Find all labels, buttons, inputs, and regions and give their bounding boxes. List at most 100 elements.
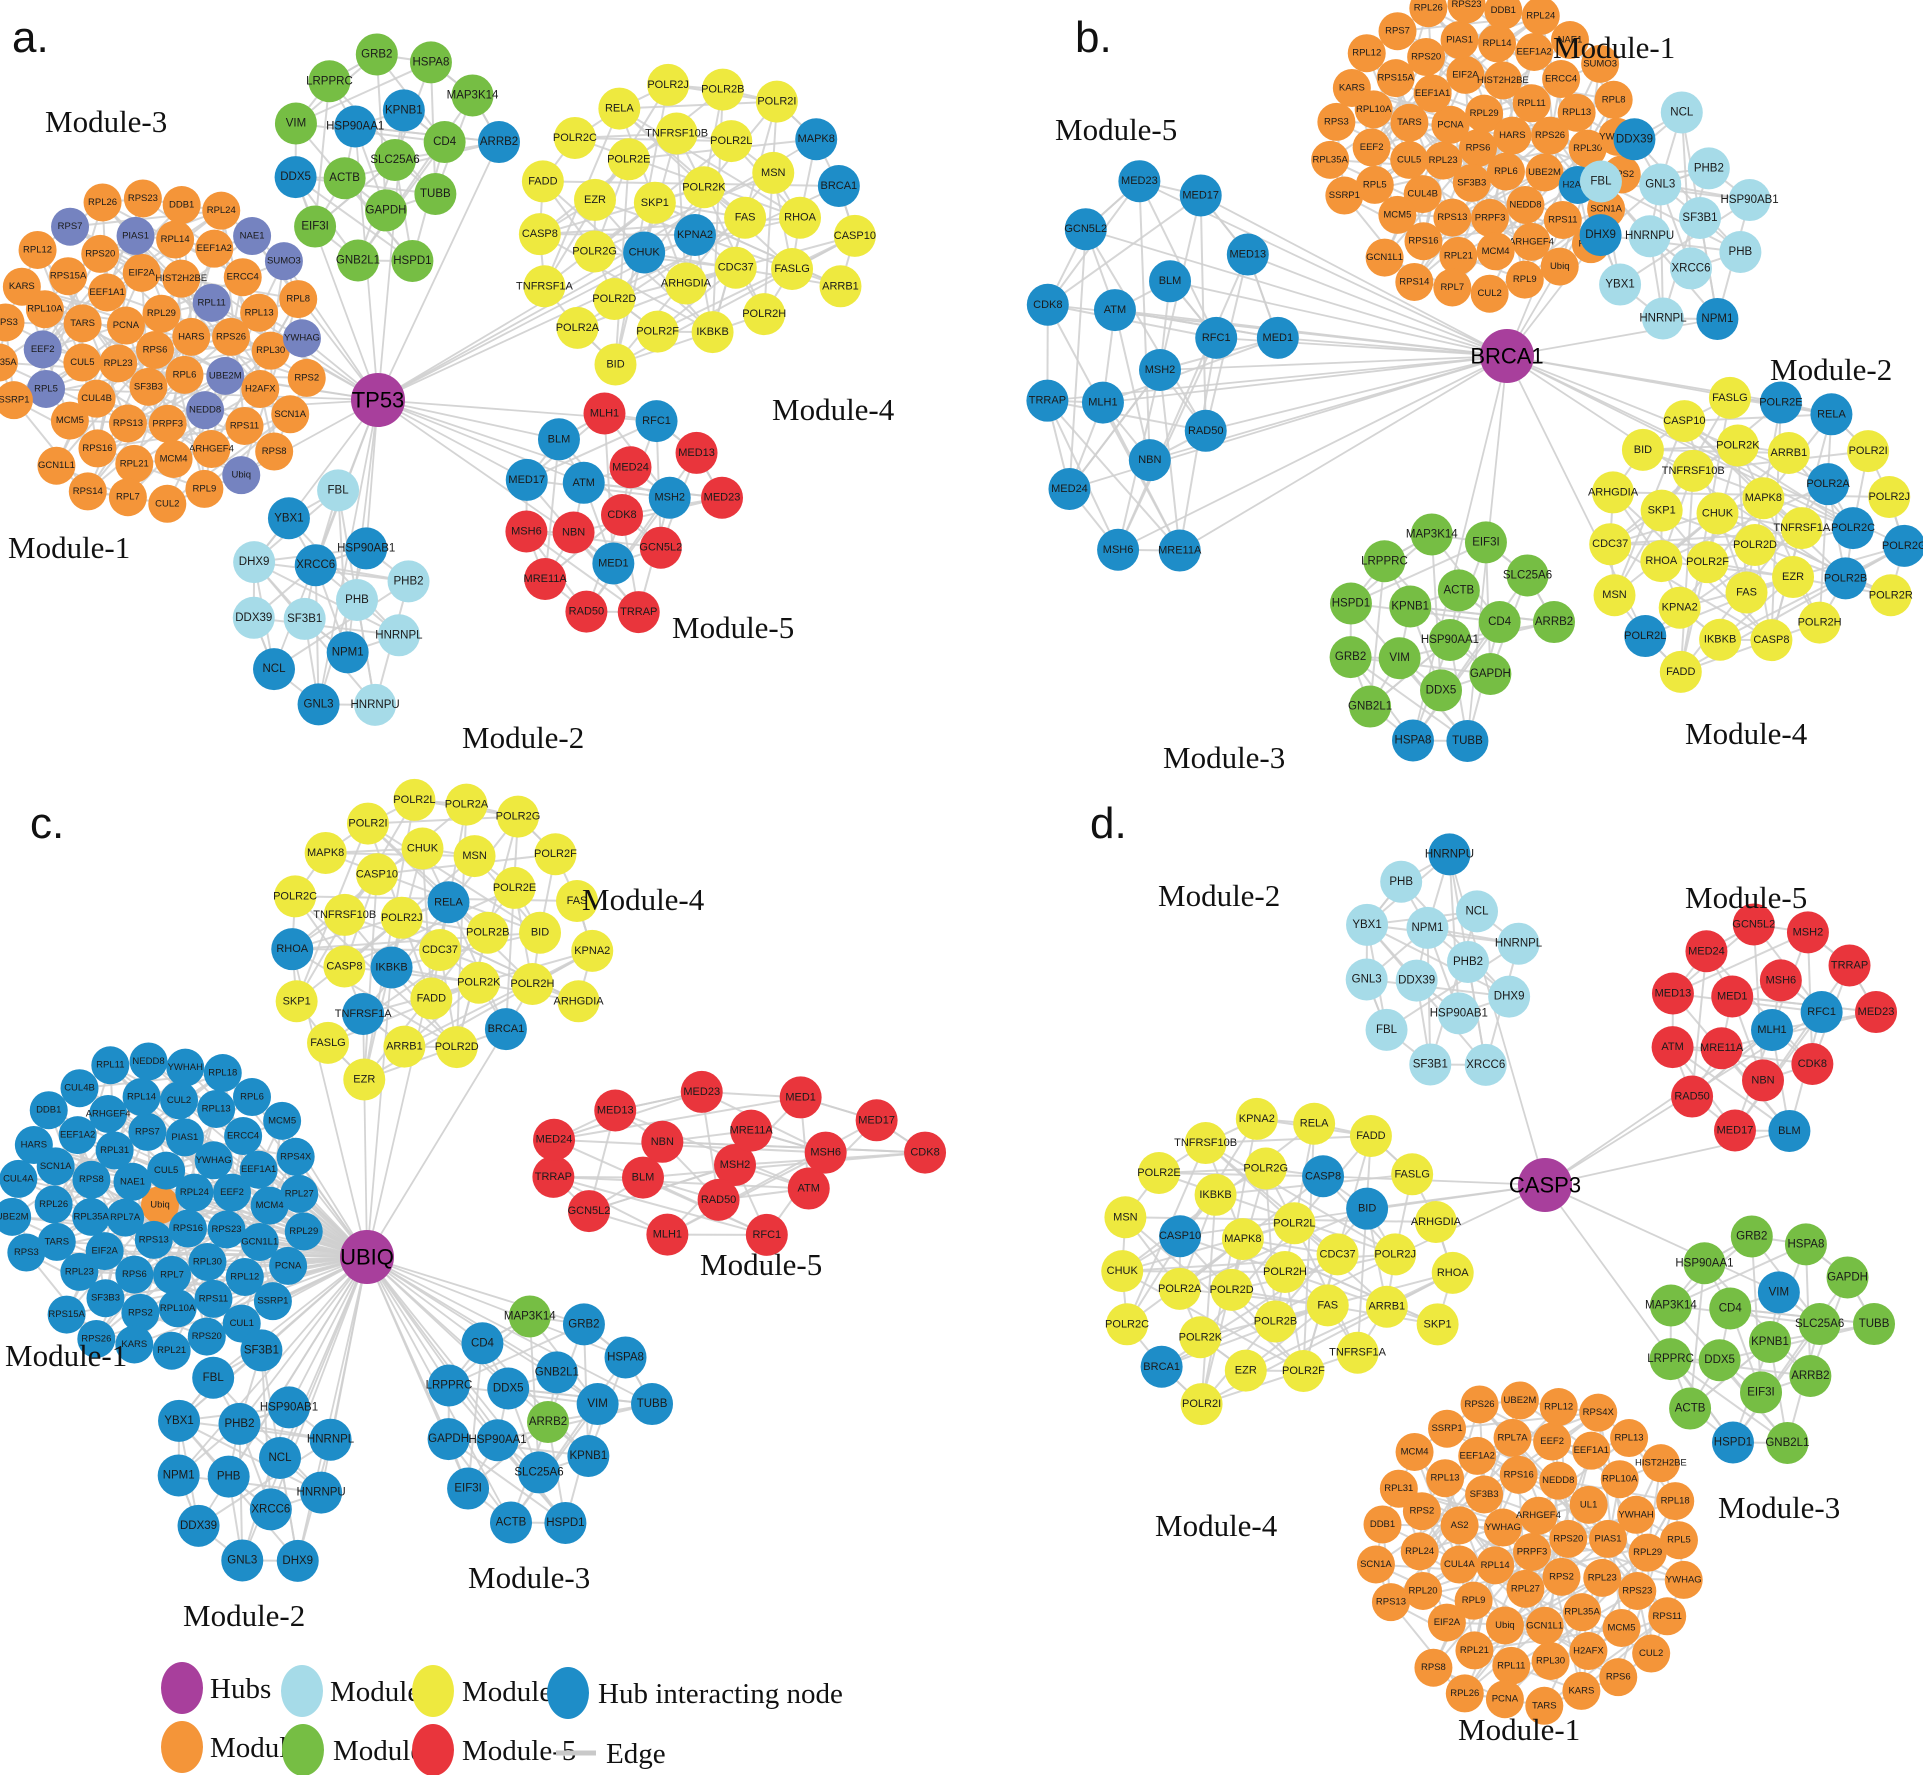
gene-node-label: KPNA2 [677, 229, 713, 241]
gene-node-label: CASP8 [1753, 634, 1789, 646]
edge [1642, 448, 1789, 455]
gene-node-label: MSH6 [511, 525, 542, 537]
gene-node-label: RAD50 [569, 606, 604, 618]
gene-node-label: KPNA2 [1239, 1113, 1275, 1125]
gene-node-label: SCN1A [1360, 1559, 1392, 1570]
gene-node-label: RPS11 [199, 1293, 228, 1304]
gene-node-label: CD4 [471, 1337, 495, 1349]
legend-swatch-module2 [281, 1665, 323, 1717]
gene-node-label: POLR2D [1733, 539, 1777, 551]
gene-node-label: GNL3 [1352, 973, 1382, 985]
gene-node-label: CUL5 [70, 357, 94, 368]
gene-node-label: Ubiq [1550, 261, 1570, 272]
gene-node-label: HNRNPL [375, 629, 423, 641]
gene-node-label: RPL14 [1483, 38, 1512, 49]
edge [642, 1151, 926, 1179]
gene-node-label: PHB [1389, 876, 1413, 888]
gene-node-label: XRCC6 [1466, 1059, 1505, 1071]
gene-node-label: GNB2L1 [1348, 701, 1392, 713]
gene-node-label: NCL [1466, 905, 1490, 917]
gene-node-label: ARHGDIA [661, 277, 712, 289]
edge [553, 1096, 801, 1141]
edge [1672, 931, 1809, 995]
gene-node-label: CD4 [1488, 616, 1512, 628]
gene-node-label: DDB1 [36, 1105, 61, 1116]
gene-node-label: MLH1 [590, 407, 619, 419]
gene-node-label: EIF2A [1434, 1617, 1461, 1628]
edge [314, 81, 331, 227]
gene-node-label: RPL20 [1409, 1585, 1438, 1596]
edge [439, 949, 579, 1003]
gene-node-label: CUL4A [1444, 1559, 1475, 1570]
gene-node-label: NPM1 [1701, 313, 1733, 325]
gene-node-label: FADD [528, 175, 557, 187]
gene-node-label: HSPA8 [413, 56, 450, 68]
edge [1719, 544, 1905, 641]
gene-node-label: DDX5 [493, 1383, 524, 1395]
gene-node-label: POLR2B [701, 84, 744, 96]
gene-node-label: SF3B1 [244, 1344, 279, 1356]
gene-node-label: YWHAH [1618, 1509, 1654, 1520]
edge [1679, 513, 1719, 673]
gene-node-label: GNL3 [227, 1554, 257, 1566]
edge [325, 851, 475, 858]
gene-node-label: RPL14 [127, 1091, 156, 1102]
gene-node-label: POLR2K [1716, 440, 1760, 452]
gene-node-label: POLR2D [1210, 1284, 1254, 1296]
gene-node-label: RPL8 [286, 294, 310, 305]
gene-node-label: POLR2I [1182, 1398, 1221, 1410]
gene-node-label: CHUK [629, 247, 661, 259]
gene-node-label: AS2 [1451, 1520, 1469, 1531]
edge [344, 141, 500, 180]
gene-node-label: HSPD1 [1332, 598, 1370, 610]
gene-node-label: RHOA [1645, 555, 1677, 567]
gene-node-label: BLM [1159, 275, 1182, 287]
gene-node-label: ARRB2 [480, 136, 518, 148]
gene-node-label: GCN5L2 [1732, 918, 1775, 930]
edge [1504, 1551, 1649, 1627]
edge [553, 1138, 826, 1154]
gene-node-label: FASLG [1394, 1168, 1429, 1180]
edge [526, 420, 657, 481]
gene-node-label: ACTB [496, 1517, 527, 1529]
gene-node-label: CUL4A [3, 1173, 34, 1184]
gene-node-label: BID [531, 927, 549, 939]
gene-node-label: RPS7 [1385, 26, 1410, 37]
gene-node-label: CDC37 [718, 262, 754, 274]
edge [1400, 881, 1510, 998]
edge [1369, 561, 1386, 707]
gene-node-label: RPL5 [1363, 179, 1387, 190]
module-label: Module-3 [1718, 1490, 1840, 1525]
gene-node-label: TNFRSF10B [645, 127, 708, 139]
gene-node-label: MSH6 [810, 1147, 841, 1159]
gene-node-label: RPS2 [294, 372, 319, 383]
gene-node-label: RPL29 [1470, 108, 1499, 119]
gene-node-label: TRRAP [1831, 959, 1868, 971]
edge [1117, 254, 1249, 551]
module-label: Module-4 [1155, 1508, 1278, 1543]
gene-node-label: HNRNPL [1495, 938, 1543, 950]
gene-node-label: NPM1 [332, 646, 364, 658]
gene-node-label: TUBB [1859, 1318, 1890, 1330]
gene-node-label: EEF1A1 [1574, 1445, 1609, 1456]
module-label: Module-1 [1458, 1712, 1580, 1747]
hub-edge [366, 1028, 507, 1258]
gene-node-label: RPL7 [160, 1269, 184, 1280]
gene-node-label: RPL5 [34, 383, 58, 394]
gene-node-label: SCN1A [1590, 203, 1622, 214]
gene-node-label: POLR2J [1868, 491, 1910, 503]
gene-node-label: PHB2 [1694, 162, 1724, 174]
gene-node-label: RPL27 [1511, 1583, 1540, 1594]
gene-node-label: PIAS1 [171, 1132, 198, 1143]
gene-node-label: MSH2 [1793, 926, 1824, 938]
gene-node-label: POLR2I [348, 818, 387, 830]
gene-node-label: NBN [1138, 454, 1161, 466]
gene-node-label: SSRP1 [1431, 1423, 1462, 1434]
edge [614, 159, 630, 365]
gene-node-label: GCN1L1 [1366, 252, 1403, 263]
gene-node-label: PCNA [1492, 1694, 1519, 1705]
gene-node-label: MED23 [1858, 1006, 1895, 1018]
gene-node-label: NEDD8 [189, 405, 221, 416]
gene-node-label: TNFRSF1A [335, 1008, 393, 1020]
gene-node-label: RPL35A [73, 1211, 109, 1222]
